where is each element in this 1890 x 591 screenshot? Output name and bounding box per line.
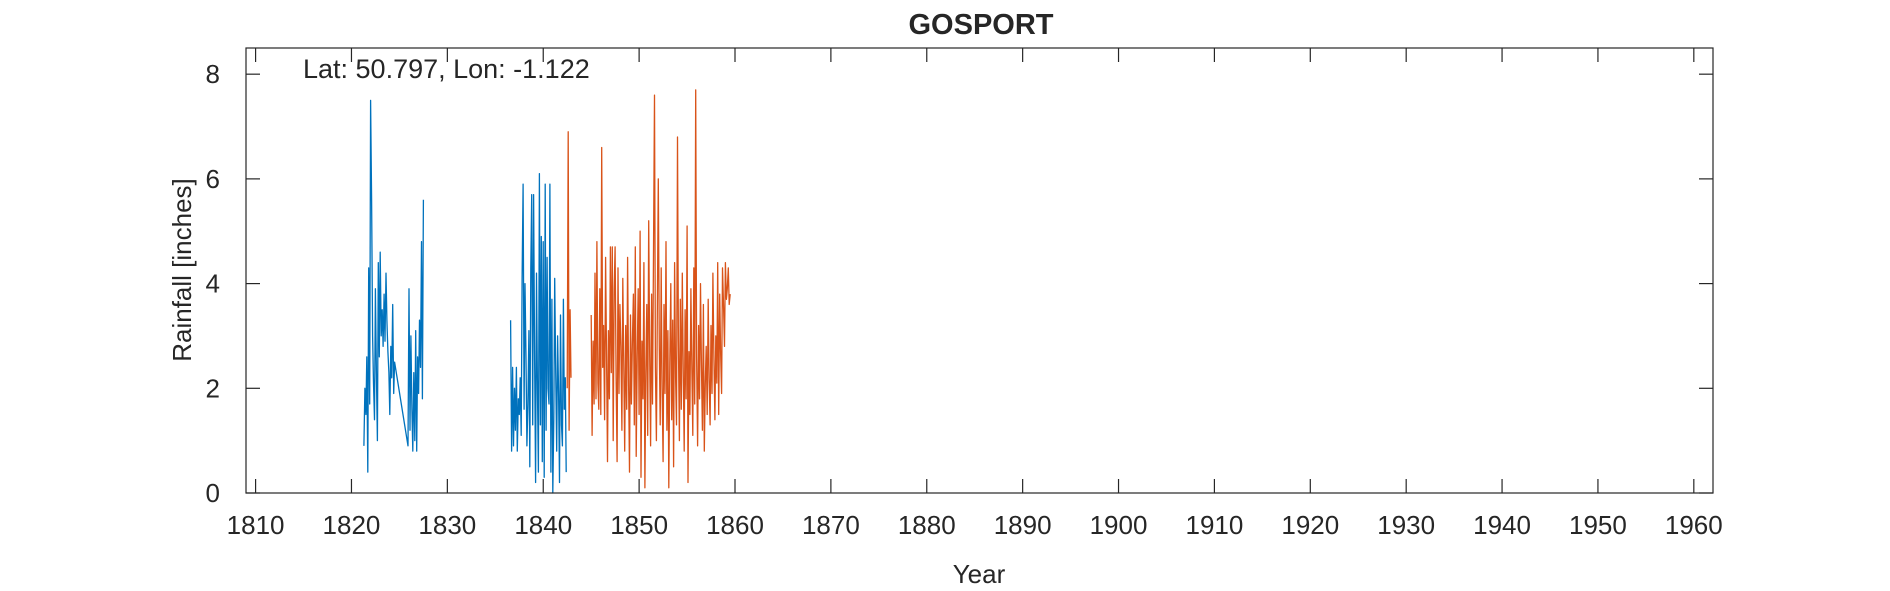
y-tick-label: 0 [206,478,220,508]
x-tick-label: 1900 [1090,510,1148,540]
x-tick-label: 1960 [1665,510,1723,540]
x-tick-label: 1880 [898,510,956,540]
x-tick-label: 1940 [1473,510,1531,540]
y-axis-label: Rainfall [inches] [167,178,197,362]
x-tick-label: 1860 [706,510,764,540]
x-tick-label: 1910 [1185,510,1243,540]
series-1-line [363,99,567,494]
axes: 1810 1820 1830 1840 1850 1860 1870 1880 1890 1900… [206,47,1723,540]
series-layer [363,89,731,494]
x-axis-label: Year [953,559,1006,589]
series-2-line [566,89,731,489]
y-tick-label: 2 [206,373,220,403]
y-tick-label: 6 [206,164,220,194]
axes-box [245,47,1714,494]
y-tick-label: 8 [206,59,220,89]
x-tick-label: 1820 [323,510,381,540]
y-tick-label: 4 [206,269,220,299]
x-tick-label: 1850 [610,510,668,540]
plot-area [246,48,1713,493]
x-tick-label: 1950 [1569,510,1627,540]
x-tick-label: 1810 [227,510,285,540]
x-tick-label: 1930 [1377,510,1435,540]
x-tick-label: 1920 [1281,510,1339,540]
x-tick-label: 1840 [514,510,572,540]
x-tick-label: 1890 [994,510,1052,540]
x-tick-label: 1870 [802,510,860,540]
station-location-annotation: Lat: 50.797, Lon: -1.122 [303,54,590,84]
chart-title: GOSPORT [908,9,1053,41]
x-tick-label: 1830 [418,510,476,540]
